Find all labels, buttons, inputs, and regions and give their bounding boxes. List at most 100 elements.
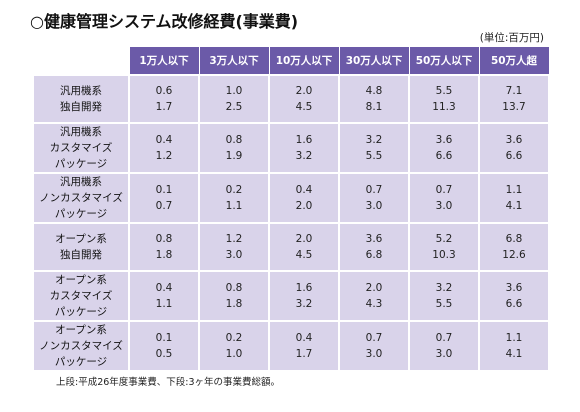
value-current-year: 0.7 (435, 332, 453, 344)
value-three-year-total: 1.7 (155, 101, 173, 113)
value-current-year: 3.6 (505, 282, 523, 294)
value-current-year: 7.1 (505, 85, 523, 97)
value-three-year-total: 1.8 (225, 298, 243, 310)
value-three-year-total: 4.5 (295, 249, 313, 261)
column-header: 30万人以下 (338, 46, 410, 76)
value-current-year: 0.7 (435, 184, 453, 196)
value-current-year: 1.1 (505, 332, 523, 344)
value-current-year: 0.8 (225, 282, 243, 294)
row-category-line: カスタマイズ (49, 142, 113, 154)
value-cell: 0.4 1.2 (128, 122, 200, 174)
value-cell: 3.6 6.6 (478, 270, 550, 322)
value-three-year-total: 4.1 (505, 348, 523, 360)
row-category-line: 汎用機系 (60, 85, 102, 97)
value-cell: 7.1 13.7 (478, 74, 550, 124)
value-cell: 6.8 12.6 (478, 222, 550, 272)
row-category-line: 独自開発 (60, 101, 102, 113)
value-current-year: 3.6 (505, 134, 523, 146)
value-current-year: 4.8 (365, 85, 383, 97)
table-row: 汎用機系 ノンカスタマイズ パッケージ 0.1 0.7 0.2 1.1 0.4 2.0 0.7 3.… (32, 172, 550, 224)
value-three-year-total: 3.0 (435, 200, 453, 212)
table-row: オープン系 ノンカスタマイズ パッケージ 0.1 0.5 0.2 1.0 0.4 1.7 0.7 3… (32, 320, 550, 372)
row-category: オープン系 カスタマイズ パッケージ (32, 270, 130, 322)
value-three-year-total: 10.3 (432, 249, 456, 261)
value-current-year: 2.0 (365, 282, 383, 294)
value-three-year-total: 1.2 (155, 150, 173, 162)
value-current-year: 3.2 (365, 134, 383, 146)
row-category-line: パッケージ (54, 158, 108, 170)
row-category-line: カスタマイズ (49, 290, 113, 302)
value-three-year-total: 2.5 (225, 101, 243, 113)
value-current-year: 0.4 (295, 332, 313, 344)
value-cell: 1.6 3.2 (268, 122, 340, 174)
value-current-year: 3.6 (365, 233, 383, 245)
value-cell: 5.2 10.3 (408, 222, 480, 272)
value-three-year-total: 3.0 (225, 249, 243, 261)
value-current-year: 1.0 (225, 85, 243, 97)
value-three-year-total: 0.5 (155, 348, 173, 360)
value-cell: 0.4 1.7 (268, 320, 340, 372)
page-title: ○健康管理システム改修経費(事業費) (30, 12, 299, 31)
value-current-year: 1.2 (225, 233, 243, 245)
cost-table: 1万人以下 3万人以下 10万人以下 30万人以下 50万人以下 50万人超 汎… (32, 46, 550, 372)
value-cell: 2.0 4.5 (268, 74, 340, 124)
value-cell: 1.2 3.0 (198, 222, 270, 272)
value-cell: 0.7 3.0 (408, 320, 480, 372)
value-current-year: 0.1 (155, 184, 173, 196)
value-cell: 3.2 5.5 (408, 270, 480, 322)
value-cell: 0.4 2.0 (268, 172, 340, 224)
row-category-line: 汎用機系 (60, 126, 102, 138)
row-category-line: 独自開発 (60, 249, 102, 261)
table-row: オープン系 独自開発 0.8 1.8 1.2 3.0 2.0 4.5 3.6 6.8 5.2 10.3… (32, 222, 550, 272)
value-cell: 0.7 3.0 (338, 320, 410, 372)
value-three-year-total: 4.5 (295, 101, 313, 113)
value-three-year-total: 4.3 (365, 298, 383, 310)
value-three-year-total: 1.8 (155, 249, 173, 261)
row-category: 汎用機系 ノンカスタマイズ パッケージ (32, 172, 130, 224)
row-category-line: 汎用機系 (60, 176, 102, 188)
value-three-year-total: 5.5 (435, 298, 453, 310)
row-category: オープン系 ノンカスタマイズ パッケージ (32, 320, 130, 372)
value-cell: 3.6 6.6 (478, 122, 550, 174)
value-three-year-total: 13.7 (502, 101, 526, 113)
value-cell: 0.6 1.7 (128, 74, 200, 124)
value-cell: 3.6 6.8 (338, 222, 410, 272)
value-cell: 1.1 4.1 (478, 172, 550, 224)
value-current-year: 6.8 (505, 233, 523, 245)
value-three-year-total: 6.8 (365, 249, 383, 261)
header-corner (33, 46, 129, 75)
value-three-year-total: 8.1 (365, 101, 383, 113)
value-cell: 0.2 1.0 (198, 320, 270, 372)
table-row: 汎用機系 独自開発 0.6 1.7 1.0 2.5 2.0 4.5 4.8 8.1 5.5 11.3 7… (32, 74, 550, 124)
value-three-year-total: 12.6 (502, 249, 526, 261)
footnote: 上段:平成26年度事業費、下段:3ヶ年の事業費総額。 (56, 377, 281, 388)
unit-label: (単位:百万円) (479, 32, 544, 44)
value-cell: 0.1 0.7 (128, 172, 200, 224)
value-three-year-total: 6.6 (435, 150, 453, 162)
value-three-year-total: 4.1 (505, 200, 523, 212)
value-three-year-total: 6.6 (505, 298, 523, 310)
value-current-year: 0.1 (155, 332, 173, 344)
value-current-year: 0.7 (365, 332, 383, 344)
value-current-year: 0.2 (225, 332, 243, 344)
value-three-year-total: 1.7 (295, 348, 313, 360)
value-cell: 1.6 3.2 (268, 270, 340, 322)
column-header: 10万人以下 (268, 46, 340, 76)
value-current-year: 3.2 (435, 282, 453, 294)
row-category-line: オープン系 (55, 324, 107, 336)
table-row: 汎用機系 カスタマイズ パッケージ 0.4 1.2 0.8 1.9 1.6 3.2 3.2 5.5 3… (32, 122, 550, 174)
value-cell: 5.5 11.3 (408, 74, 480, 124)
value-three-year-total: 0.7 (155, 200, 173, 212)
value-three-year-total: 1.0 (225, 348, 243, 360)
table-row: オープン系 カスタマイズ パッケージ 0.4 1.1 0.8 1.8 1.6 3.2 2.0 4.3… (32, 270, 550, 322)
value-cell: 0.1 0.5 (128, 320, 200, 372)
value-three-year-total: 5.5 (365, 150, 383, 162)
value-current-year: 1.6 (295, 282, 313, 294)
header-row: 1万人以下 3万人以下 10万人以下 30万人以下 50万人以下 50万人超 (33, 46, 550, 76)
column-header: 50万人以下 (408, 46, 480, 76)
value-three-year-total: 2.0 (295, 200, 313, 212)
row-category-line: オープン系 (55, 233, 107, 245)
column-header: 3万人以下 (198, 46, 270, 76)
value-cell: 0.7 3.0 (338, 172, 410, 224)
value-current-year: 0.6 (155, 85, 173, 97)
